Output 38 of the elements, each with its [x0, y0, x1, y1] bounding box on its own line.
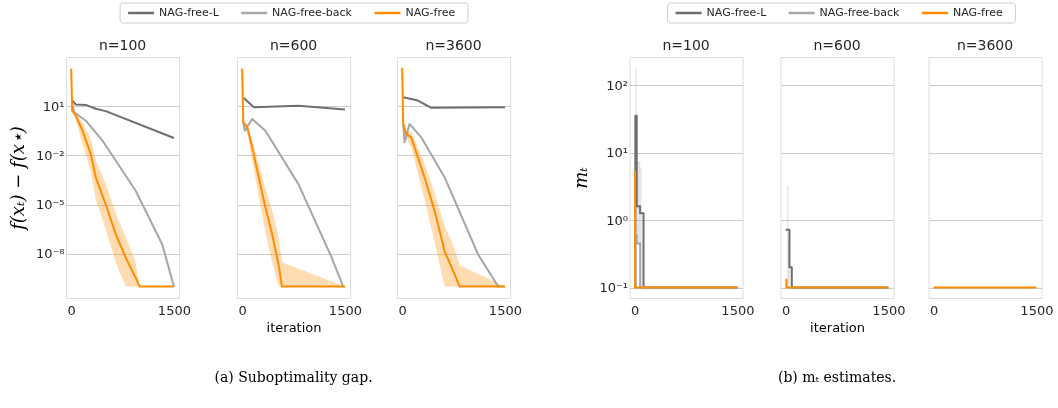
y-axis-title: mₜ [570, 166, 592, 189]
chart-title: n=600 [269, 37, 318, 53]
y-tick-label: 10⁻² [35, 147, 65, 163]
x-tick-label: 1500 [1020, 302, 1054, 318]
legend-label: NAG-free-back [819, 6, 901, 19]
x-tick-label: 0 [782, 302, 791, 318]
x-tick-label: 1500 [872, 302, 906, 318]
legend-label: NAG-free [405, 6, 456, 19]
x-tick-label: 0 [238, 302, 247, 318]
chart-title: n=100 [98, 37, 147, 53]
y-tick-label: 10¹ [606, 145, 629, 161]
y-axis-title: f(xₜ) − f(x⋆) [6, 126, 28, 232]
y-tick-label: 10¹ [42, 98, 65, 114]
x-axis-title: iteration [810, 319, 866, 335]
chart-title: n=3600 [956, 37, 1014, 53]
y-tick-label: 10⁻⁵ [35, 197, 65, 213]
chart-title: n=100 [662, 37, 710, 53]
x-tick-label: 0 [398, 302, 407, 318]
y-tick-label: 10⁻⁸ [35, 246, 65, 262]
x-axis-title: iteration [266, 319, 322, 335]
legend-label: NAG-free-back [272, 6, 353, 19]
text: (b) mₜ estimates. [777, 369, 897, 385]
y-tick-label: 10⁻¹ [599, 280, 629, 296]
y-tick-label: 10² [606, 77, 629, 93]
legend-label: NAG-free-L [159, 6, 220, 19]
x-tick-label: 1500 [157, 302, 191, 318]
x-tick-label: 0 [631, 302, 640, 318]
chart-title: n=3600 [425, 37, 482, 53]
x-tick-label: 0 [67, 302, 76, 318]
chart-title: n=600 [813, 37, 861, 53]
x-tick-label: 1500 [488, 302, 522, 318]
legend-label: NAG-free-L [706, 6, 768, 19]
x-tick-label: 1500 [721, 302, 755, 318]
x-tick-label: 1500 [328, 302, 362, 318]
text: (a) Suboptimality gap. [214, 369, 373, 385]
y-tick-label: 10⁰ [606, 212, 629, 228]
legend-label: NAG-free [953, 6, 1003, 19]
x-tick-label: 0 [930, 302, 939, 318]
